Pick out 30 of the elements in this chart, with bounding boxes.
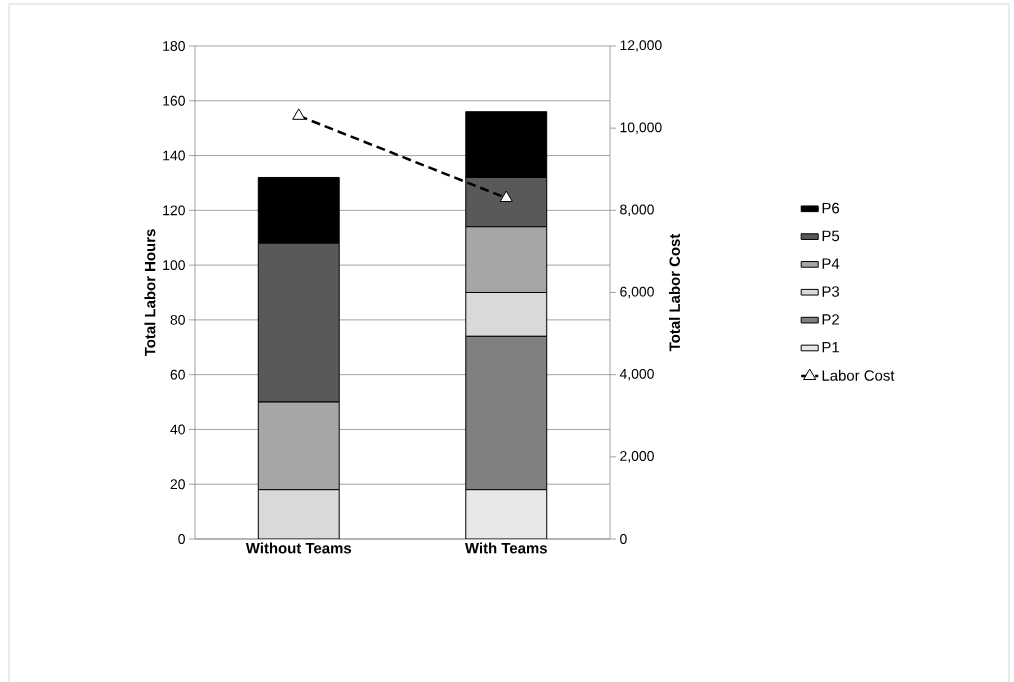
y2-tick-label: 12,000 <box>620 40 662 52</box>
y-tick-label: 160 <box>163 95 185 106</box>
y-axis-title: Total Labor Hours <box>144 229 156 357</box>
y-tick-label: 20 <box>170 479 185 490</box>
x-tick-label: Without Teams <box>245 542 352 554</box>
y2-axis-title: Total Labor Cost <box>669 233 680 352</box>
y2-tick-label: 4,000 <box>619 368 654 381</box>
y2-tick-label: 8,000 <box>620 204 654 217</box>
legend-label: P4 <box>822 258 840 269</box>
y-tick-label: 60 <box>170 369 185 380</box>
bar <box>257 489 340 539</box>
legend-label: P6 <box>822 202 840 214</box>
y-tick-label: 100 <box>163 260 185 271</box>
y-tick-label: 80 <box>170 314 185 325</box>
y2-tick-label: 0 <box>620 534 627 544</box>
y-tick-label: 180 <box>163 41 185 51</box>
bar <box>465 292 548 337</box>
x-tick-label: With Teams <box>464 542 547 554</box>
y2-tick-label: 2,000 <box>620 451 654 463</box>
legend-label: P1 <box>822 342 839 353</box>
y-tick-label: 0 <box>178 534 185 544</box>
legend-label: P5 <box>822 230 840 242</box>
y2-tick-label: 6,000 <box>620 286 654 299</box>
legend-label: P3 <box>822 286 840 297</box>
y-tick-label: 140 <box>163 150 185 161</box>
y2-tick-label: 10,000 <box>620 122 662 134</box>
y-tick-label: 120 <box>163 205 185 216</box>
legend-label: P2 <box>822 314 839 325</box>
legend-label: Labor Cost <box>822 369 895 381</box>
y-tick-label: 40 <box>170 424 185 435</box>
